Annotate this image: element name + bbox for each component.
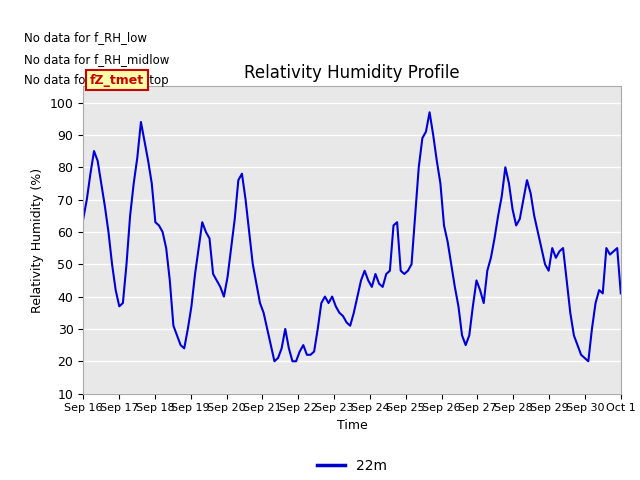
Text: No data for f_RH_midlow: No data for f_RH_midlow xyxy=(24,53,170,66)
X-axis label: Time: Time xyxy=(337,419,367,432)
Y-axis label: Relativity Humidity (%): Relativity Humidity (%) xyxy=(31,168,44,312)
Title: Relativity Humidity Profile: Relativity Humidity Profile xyxy=(244,64,460,82)
Legend: 22m: 22m xyxy=(312,454,392,479)
Text: No data for f_RH_midtop: No data for f_RH_midtop xyxy=(24,74,169,87)
Text: No data for f_RH_low: No data for f_RH_low xyxy=(24,31,147,44)
Text: fZ_tmet: fZ_tmet xyxy=(90,73,144,86)
